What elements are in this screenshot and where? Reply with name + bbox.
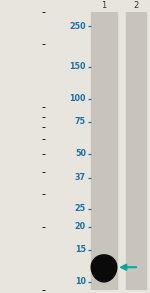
- Text: 37: 37: [75, 173, 86, 182]
- Bar: [91, 12, 117, 290]
- Text: 10: 10: [75, 277, 86, 286]
- Ellipse shape: [91, 255, 117, 282]
- Text: 50: 50: [75, 149, 86, 159]
- Bar: [126, 12, 146, 290]
- Text: 150: 150: [69, 62, 86, 71]
- Text: 15: 15: [75, 245, 86, 254]
- Text: 100: 100: [69, 94, 86, 103]
- Text: 25: 25: [75, 205, 86, 214]
- Text: 250: 250: [69, 22, 86, 31]
- Text: 75: 75: [75, 117, 86, 126]
- Text: 20: 20: [75, 222, 86, 231]
- Text: 2: 2: [134, 1, 139, 10]
- Text: 1: 1: [101, 1, 107, 10]
